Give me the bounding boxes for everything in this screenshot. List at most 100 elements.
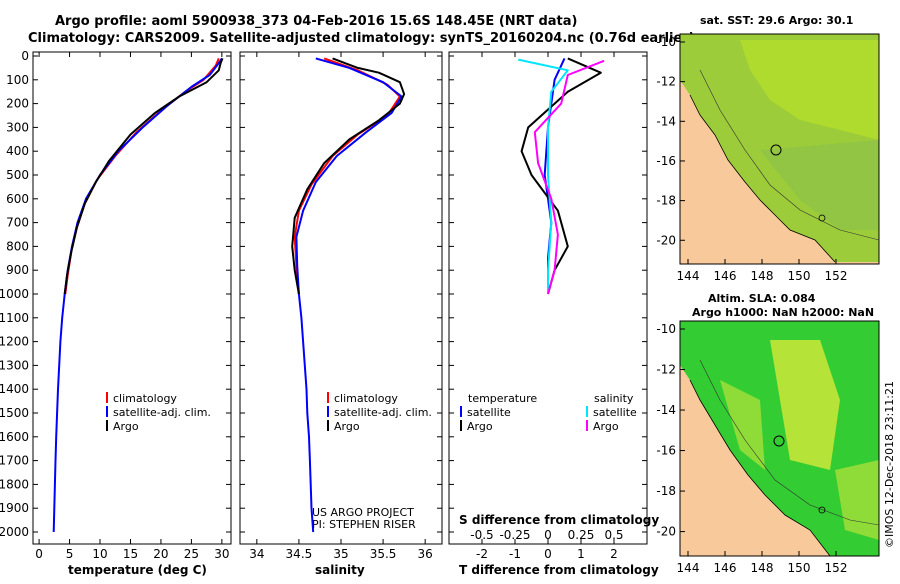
project-note: US ARGO PROJECT — [312, 506, 414, 519]
sst-cool-patch — [760, 140, 879, 230]
depth-tick-label: 200 — [6, 97, 29, 111]
legend-argo: Argo — [113, 420, 139, 433]
series-satellite-adj-clim — [52, 57, 223, 533]
legend-t-satellite: satellite — [467, 406, 511, 419]
title-line-1: Argo profile: aoml 5900938_373 04-Feb-20… — [55, 14, 577, 29]
depth-tick-label: 100 — [6, 73, 29, 87]
sst-map — [679, 33, 880, 265]
sst-reef — [818, 214, 826, 222]
x-tick-label: -1 — [509, 547, 521, 561]
depth-tick-label: 1200 — [0, 335, 29, 349]
depth-tick-label: 700 — [6, 216, 29, 230]
series-climatology — [293, 57, 401, 295]
x-tick-label: 2 — [610, 547, 618, 561]
depth-tick-label: 0 — [21, 49, 29, 63]
x-tick-label: 34.5 — [286, 547, 313, 561]
x-tick-label: 25 — [184, 547, 199, 561]
depth-tick-label: 400 — [6, 144, 29, 158]
title-line-2: Climatology: CARS2009. Satellite-adjuste… — [28, 31, 695, 46]
legend-satellite: satellite-adj. clim. — [334, 406, 432, 419]
legend-s-argo: Argo — [593, 420, 619, 433]
legend-salinity-title: salinity — [594, 392, 634, 405]
series-salinity-satellite — [518, 58, 569, 294]
depth-tick-label: 800 — [6, 239, 29, 253]
legend-satellite: satellite-adj. clim. — [113, 406, 211, 419]
salinity-plot-frame — [239, 51, 443, 545]
pi-note: PI: STEPHEN RISER — [312, 518, 416, 531]
map-lon-label: 152 — [825, 561, 848, 575]
map-lat-label: -20 — [656, 525, 676, 539]
sla-argo-marker — [773, 435, 785, 447]
x-tick-label: 1 — [577, 547, 585, 561]
profile-lines — [52, 57, 605, 533]
map-lat-label: -12 — [656, 363, 676, 377]
x-tick-label: 0 — [35, 547, 43, 561]
sst-warm-patch — [740, 40, 879, 140]
sla-patch-west — [720, 380, 765, 470]
sst-argo-marker — [770, 144, 782, 156]
map-lon-label: 152 — [825, 269, 848, 283]
map-lon-label: 148 — [751, 561, 774, 575]
salinity-legend: climatology satellite-adj. clim. Argo — [327, 392, 432, 433]
map-lat-label: -16 — [656, 154, 676, 168]
s-tick-label: -0.25 — [499, 528, 530, 542]
series-satellite-adj-clim — [295, 57, 403, 533]
sst-map-title: sat. SST: 29.6 Argo: 30.1 — [700, 14, 853, 27]
legend-argo: Argo — [334, 420, 360, 433]
map-lat-label: -10 — [656, 322, 676, 336]
imos-credit: ©IMOS 12-Dec-2018 23:11:21 — [883, 381, 896, 548]
difference-axis-label: T difference from climatology — [459, 563, 659, 577]
legend-temperature-title: temperature — [468, 392, 537, 405]
map-lat-label: -18 — [656, 484, 676, 498]
series-temperature-argo — [520, 57, 602, 295]
map-lon-label: 146 — [714, 269, 737, 283]
x-tick-label: 15 — [123, 547, 138, 561]
depth-tick-label: 500 — [6, 168, 29, 182]
map-lon-label: 150 — [788, 561, 811, 575]
depth-axis: 0 100 200 300 400 500 600 700 800 900 1000 1100 1200… — [0, 49, 647, 539]
temperature-plot-frame — [32, 51, 232, 545]
sla-map — [679, 320, 880, 557]
map-lat-label: -12 — [656, 75, 676, 89]
x-tick-label: 35.5 — [370, 547, 397, 561]
sla-map-ticks: -10 -12 -14 -16 -18 -20 144 146 148 150 152 — [656, 322, 847, 575]
depth-tick-label: 1400 — [0, 382, 29, 396]
s-tick-label: 0.25 — [568, 528, 595, 542]
depth-tick-label: 1300 — [0, 358, 29, 372]
sst-map-ticks: -10 -12 -14 -16 -18 -20 144 146 148 150 152 — [656, 35, 847, 283]
legend-climatology: climatology — [113, 392, 177, 405]
difference-legend: temperature satellite Argo salinity sate… — [460, 392, 637, 433]
sst-coastline — [689, 94, 836, 263]
sst-isobath — [699, 69, 879, 241]
x-tick-label: 10 — [92, 547, 107, 561]
map-lon-label: 150 — [788, 269, 811, 283]
s-difference-axis-label: S difference from climatology — [459, 513, 659, 527]
map-lon-label: 144 — [677, 269, 700, 283]
x-tick-label: 30 — [214, 547, 229, 561]
sla-map-title-2: Argo h1000: NaN h2000: NaN — [692, 306, 874, 319]
map-lon-label: 146 — [714, 561, 737, 575]
map-lon-label: 144 — [677, 561, 700, 575]
map-lat-label: -20 — [656, 233, 676, 247]
s-tick-label: 0.5 — [604, 528, 623, 542]
series-argo — [63, 58, 224, 295]
depth-tick-label: 1100 — [0, 311, 29, 325]
map-lat-label: -16 — [656, 444, 676, 458]
depth-tick-label: 900 — [6, 263, 29, 277]
temperature-legend: climatology satellite-adj. clim. Argo — [106, 392, 211, 433]
s-tick-label: 0 — [544, 528, 552, 542]
x-tick-label: 34 — [249, 547, 264, 561]
depth-tick-label: 1600 — [0, 430, 29, 444]
sla-high-patch — [770, 340, 840, 470]
legend-climatology: climatology — [334, 392, 398, 405]
sst-map-frame — [679, 33, 880, 265]
sla-reef — [818, 506, 826, 514]
x-tick-label: 35 — [333, 547, 348, 561]
x-tick-label: 0 — [544, 547, 552, 561]
depth-tick-label: 1900 — [0, 501, 29, 515]
s-difference-ticks: -0.5 -0.25 0 0.25 0.5 — [470, 528, 623, 542]
depth-tick-label: 1000 — [0, 287, 29, 301]
sla-coastline — [689, 379, 831, 556]
